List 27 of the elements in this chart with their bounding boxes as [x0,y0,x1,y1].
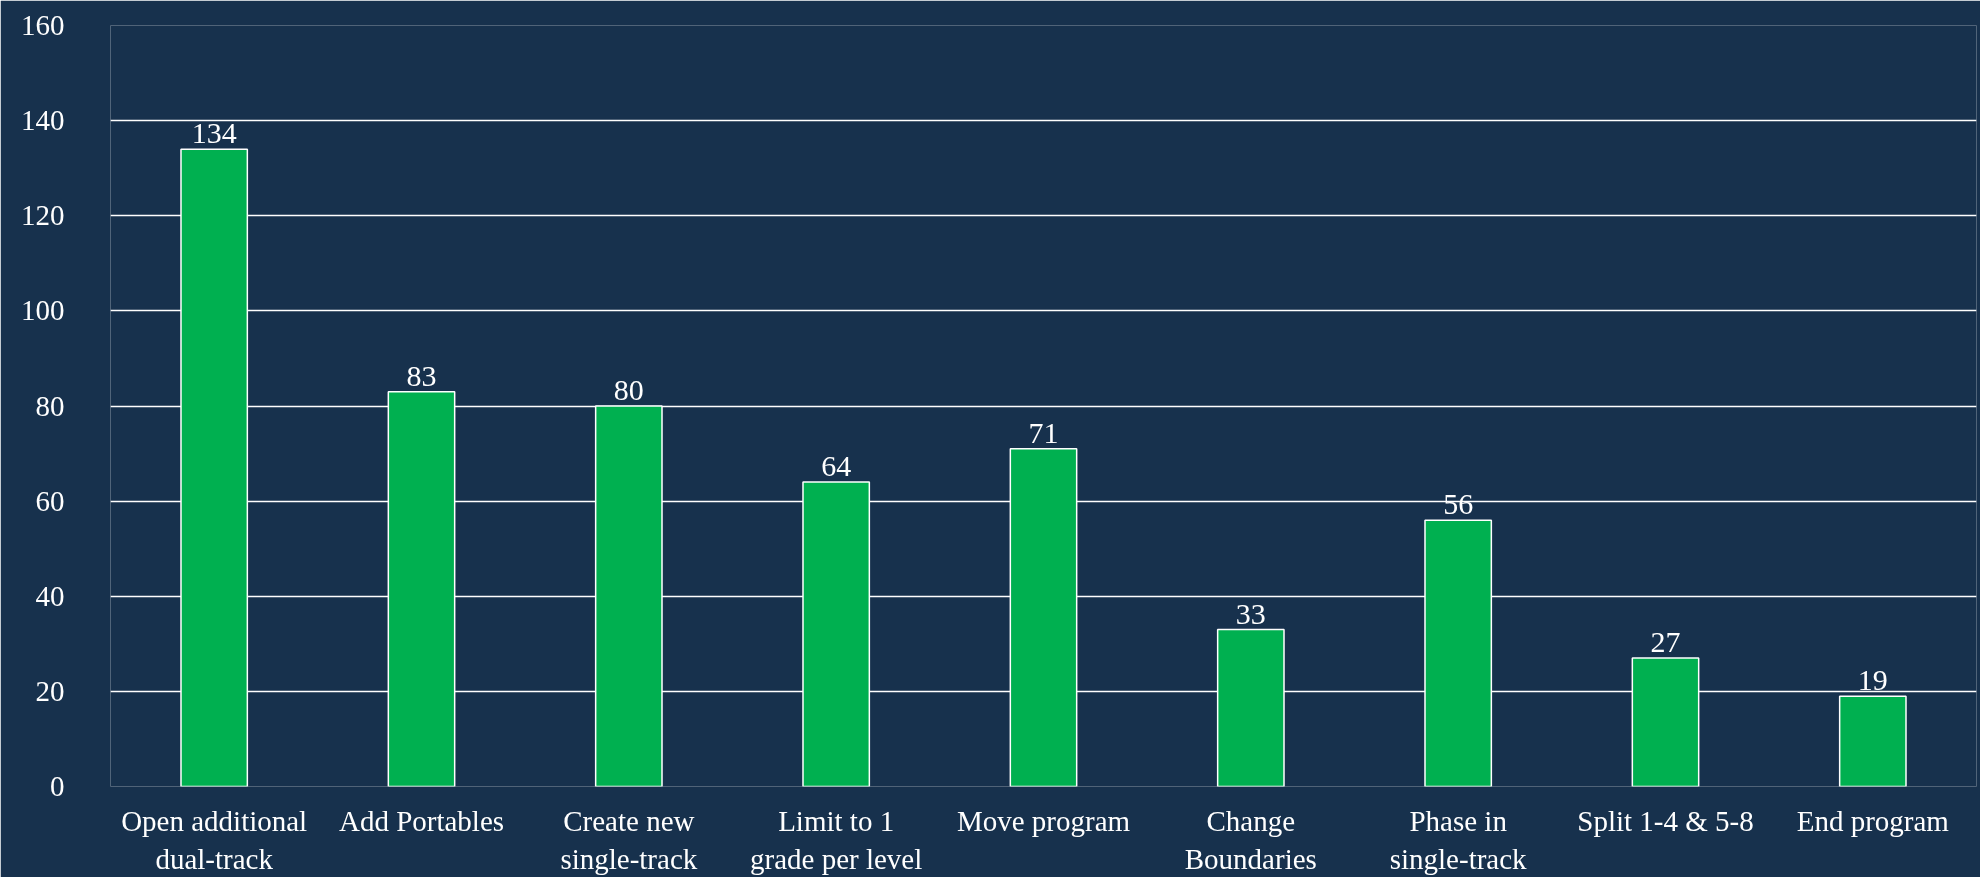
bar [1838,695,1907,787]
y-tick-label: 80 [35,389,65,422]
x-tick-label: Move program [956,804,1131,837]
x-tick-label: Add Portables [338,804,505,837]
y-tick-label: 160 [21,9,65,41]
x-tick-label: Limit to 1 grade per level [750,804,923,875]
y-tick-label: 0 [50,770,65,802]
data-label: 83 [406,358,437,392]
x-tick-label: Phase in single-track [1389,804,1528,875]
x-tick-label: Open additional dual-track [121,804,308,875]
data-label: 33 [1235,596,1266,630]
data-label: 80 [613,373,644,406]
data-label: 134 [191,116,237,150]
y-tick-label: 40 [35,579,65,612]
x-tick-label: Change Boundaries [1184,804,1317,875]
data-label: 64 [821,449,852,483]
data-label: 19 [1857,663,1888,697]
data-label: 27 [1650,625,1681,659]
y-tick-label: 20 [35,674,65,707]
data-label: 71 [1028,415,1059,449]
y-tick-label: 120 [21,199,65,232]
y-tick-label: 140 [21,104,65,137]
x-tick-label: Split 1-4 & 5-8 [1577,804,1754,837]
y-tick-label: 60 [35,484,65,517]
x-tick-label: Create new single-track [560,804,698,875]
y-tick-label: 100 [21,294,65,327]
x-tick-label: End program [1796,804,1950,837]
